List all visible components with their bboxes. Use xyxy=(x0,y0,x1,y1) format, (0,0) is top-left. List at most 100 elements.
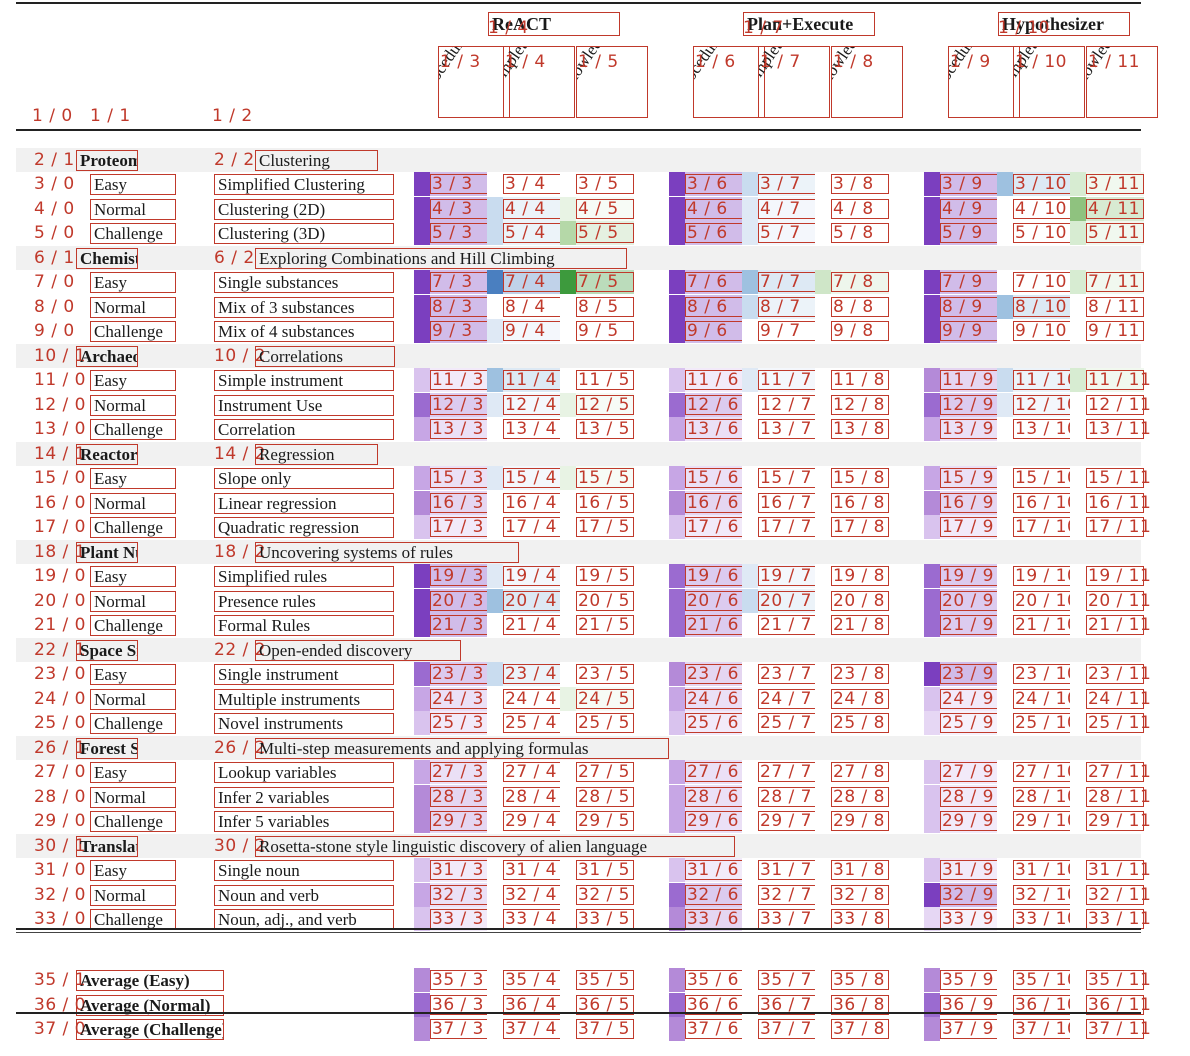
section-band xyxy=(16,735,1141,760)
score-heat-cell xyxy=(815,392,831,417)
score-heat-fill xyxy=(1013,662,1071,686)
difficulty-level: Easy xyxy=(90,370,176,391)
difficulty-level: Challenge xyxy=(90,811,176,832)
score-heat-fill xyxy=(576,221,634,245)
average-score-cell xyxy=(685,970,743,990)
score-cell xyxy=(1013,272,1071,292)
score-heat-cell xyxy=(997,686,1013,711)
score-heat-cell xyxy=(815,711,831,735)
score-cell xyxy=(940,909,998,929)
score-heat-fill xyxy=(1086,686,1144,711)
score-heat-fill xyxy=(430,196,488,221)
score-heat-cell xyxy=(487,784,503,809)
column-index-label: 1 / 2 xyxy=(212,106,253,126)
score-cell xyxy=(685,811,743,831)
score-heat-cell xyxy=(414,809,430,833)
score-heat-cell xyxy=(414,392,430,417)
average-score-cell xyxy=(758,1019,816,1039)
score-heat-cell xyxy=(997,907,1013,931)
metric-column-header: Completion xyxy=(1013,46,1085,118)
score-heat-fill xyxy=(503,319,561,343)
score-cell xyxy=(685,419,743,439)
section-topic: Space Sick xyxy=(76,639,138,661)
score-heat-fill xyxy=(576,760,634,784)
score-cell xyxy=(758,786,816,807)
average-score-cell xyxy=(940,1019,998,1039)
average-heat-cell xyxy=(742,1017,758,1041)
score-heat-cell xyxy=(1070,858,1086,882)
score-heat-fill xyxy=(685,294,743,319)
score-heat-cell xyxy=(487,417,503,441)
score-cell xyxy=(940,884,998,905)
score-heat-cell xyxy=(414,784,430,809)
score-heat-fill xyxy=(758,588,816,613)
score-heat-fill xyxy=(1013,417,1071,441)
score-heat-fill xyxy=(1013,711,1071,735)
score-heat-cell xyxy=(742,858,758,882)
average-score-cell xyxy=(1013,1019,1071,1039)
score-heat-cell xyxy=(997,564,1013,588)
score-heat-fill xyxy=(758,515,816,539)
section-band xyxy=(16,441,1141,466)
score-heat-cell xyxy=(924,760,940,784)
score-heat-cell xyxy=(742,392,758,417)
score-heat-fill xyxy=(940,294,998,319)
score-cell xyxy=(1013,370,1071,390)
score-heat-fill xyxy=(430,711,488,735)
score-cell xyxy=(685,370,743,390)
score-heat-cell xyxy=(742,711,758,735)
score-heat-fill xyxy=(758,172,816,196)
score-cell xyxy=(1013,762,1071,782)
score-cell xyxy=(831,517,889,537)
metric-label: Knowledge xyxy=(1086,46,1126,97)
score-heat-fill xyxy=(1086,392,1144,417)
average-heat-cell xyxy=(997,968,1013,992)
score-heat-cell xyxy=(669,809,685,833)
score-cell xyxy=(758,370,816,390)
score-cell xyxy=(831,590,889,611)
score-cell xyxy=(503,713,561,733)
score-heat-cell xyxy=(997,613,1013,637)
score-heat-cell xyxy=(414,882,430,907)
row-index-label: 11 / 0 xyxy=(34,370,86,390)
score-cell xyxy=(685,517,743,537)
score-heat-fill xyxy=(430,686,488,711)
score-heat-fill xyxy=(1086,784,1144,809)
score-heat-fill xyxy=(503,613,561,637)
row-index-label: 33 / 0 xyxy=(34,909,86,929)
score-cell xyxy=(758,590,816,611)
score-heat-cell xyxy=(487,613,503,637)
difficulty-level: Challenge xyxy=(90,321,176,342)
score-heat-fill xyxy=(685,564,743,588)
score-heat-cell xyxy=(815,221,831,245)
score-heat-cell xyxy=(560,686,576,711)
score-heat-fill xyxy=(685,490,743,515)
method-group-header: ReACT xyxy=(488,12,620,36)
difficulty-level: Normal xyxy=(90,296,176,318)
score-heat-fill xyxy=(685,907,743,931)
score-heat-cell xyxy=(924,564,940,588)
average-score-cell xyxy=(758,970,816,990)
section-topic: Proteomics xyxy=(76,149,138,171)
score-heat-cell xyxy=(669,907,685,931)
score-cell xyxy=(1086,296,1144,317)
score-cell xyxy=(831,272,889,292)
score-heat-cell xyxy=(815,809,831,833)
score-heat-fill xyxy=(503,515,561,539)
score-heat-cell xyxy=(414,662,430,686)
score-heat-cell xyxy=(924,270,940,294)
score-heat-cell xyxy=(924,613,940,637)
section-band xyxy=(16,245,1141,270)
score-heat-fill xyxy=(503,882,561,907)
score-cell xyxy=(430,713,488,733)
score-heat-cell xyxy=(815,490,831,515)
score-heat-cell xyxy=(669,368,685,392)
score-heat-cell xyxy=(487,858,503,882)
score-heat-cell xyxy=(487,368,503,392)
score-heat-cell xyxy=(815,588,831,613)
average-heat-cell xyxy=(742,968,758,992)
score-cell xyxy=(503,566,561,586)
score-heat-fill xyxy=(940,686,998,711)
score-heat-cell xyxy=(815,613,831,637)
average-heat-cell xyxy=(560,992,576,1017)
